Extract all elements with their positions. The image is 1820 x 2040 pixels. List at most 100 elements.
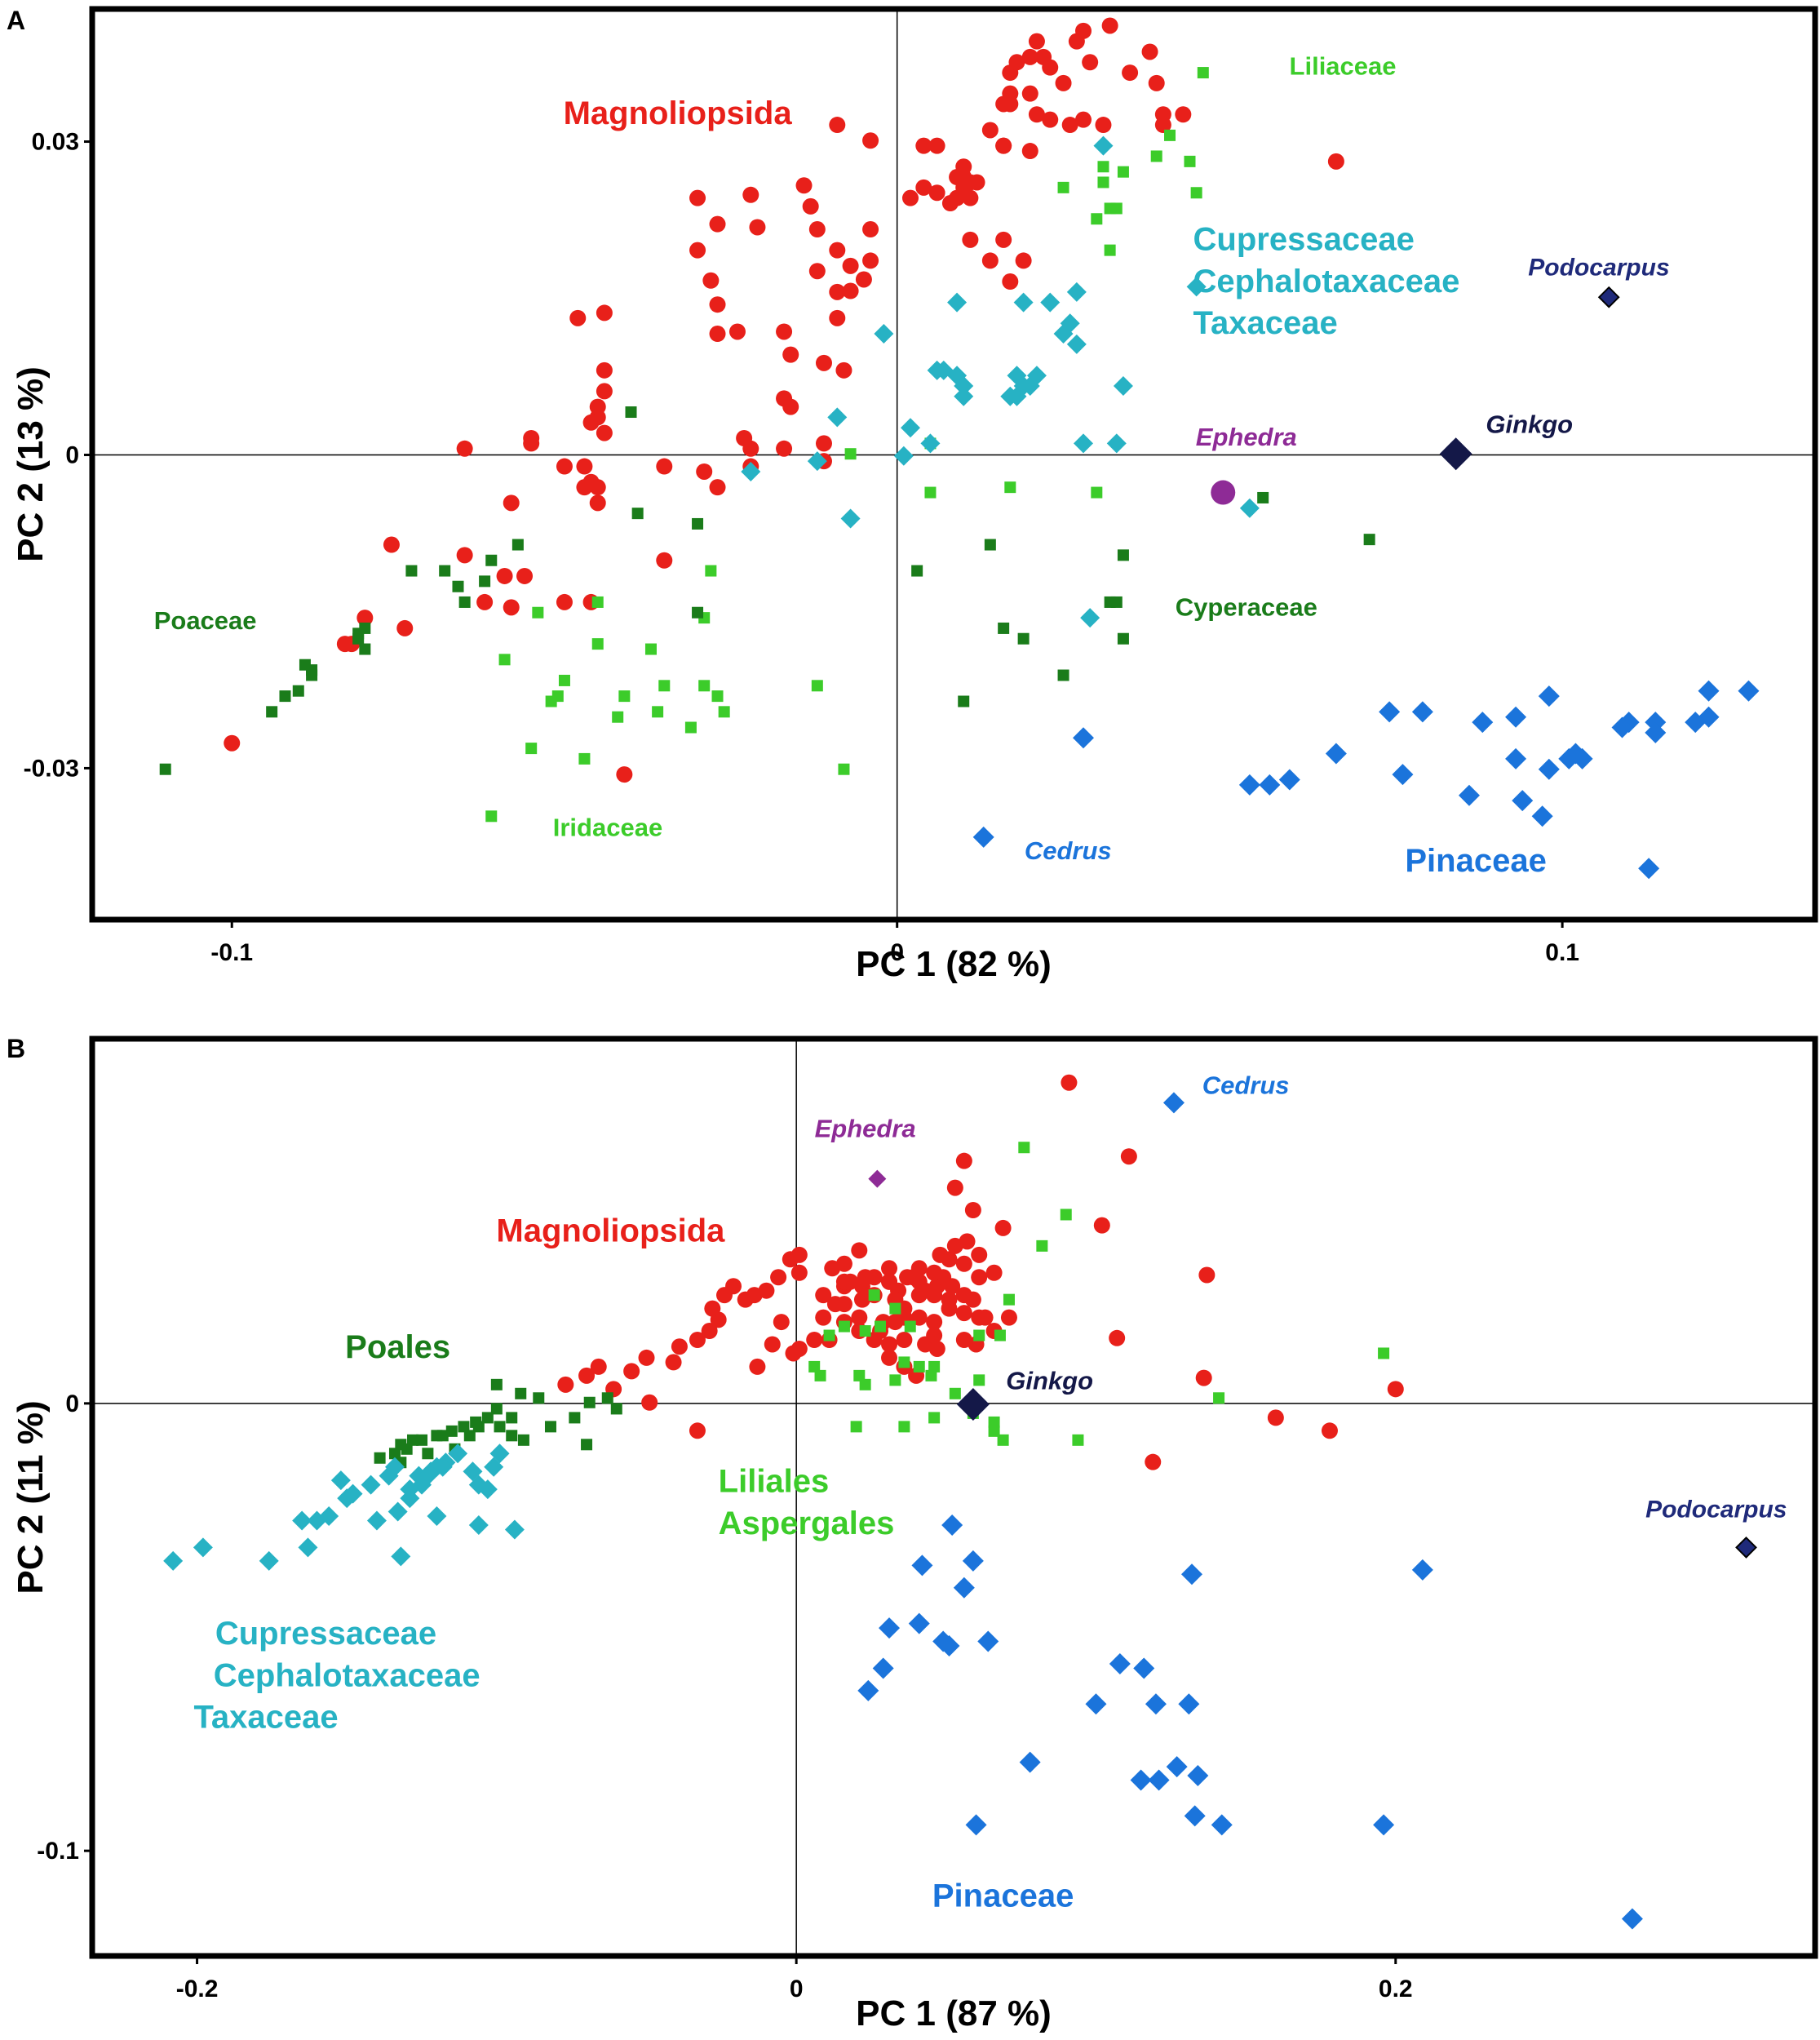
- panel-b-data-point: [400, 1479, 420, 1500]
- panel-b-data-point: [1195, 1369, 1212, 1386]
- panel-b-x-axis-title: PC 1 (87 %): [856, 1993, 1052, 2033]
- panel-a-data-point: [589, 494, 606, 512]
- panel-a-data-point: [1197, 67, 1209, 79]
- panel-a-data-point: [862, 132, 879, 149]
- panel-b-data-point: [835, 1273, 852, 1290]
- panel-a-data-point: [1597, 286, 1620, 308]
- panel-b-group-label-poales: Poales: [345, 1329, 450, 1365]
- panel-b-data-point: [1321, 1422, 1338, 1439]
- panel-a-data-point: [1439, 437, 1472, 471]
- panel-a-data-point: [1095, 117, 1112, 134]
- panel-a-data-point: [924, 486, 937, 499]
- panel-b-data-point: [1060, 1208, 1072, 1221]
- panel-b-data-point: [928, 1412, 941, 1424]
- panel-a-data-point: [1066, 282, 1087, 302]
- panel-a-data-point: [1638, 858, 1660, 880]
- panel-b-data-point: [977, 1630, 999, 1652]
- panel-a-data-point: [656, 552, 673, 569]
- panel-b-data-point: [994, 1219, 1012, 1236]
- panel-b-group-label-magnoliopsida: Magnoliopsida: [496, 1213, 725, 1248]
- panel-a-data-point: [702, 272, 720, 289]
- panel-b-data-point: [868, 1169, 887, 1188]
- panel-a-data-point: [776, 440, 793, 457]
- panel-a-data-point: [829, 309, 846, 326]
- panel-b-data-point: [749, 1358, 766, 1375]
- panel-a-data-point: [1015, 252, 1032, 269]
- panel-b-series-podocarpus: [1735, 1536, 1757, 1559]
- panel-a-data-point: [1075, 111, 1092, 128]
- panel-a-data-point: [1028, 33, 1045, 50]
- panel-a-data-point: [383, 536, 400, 553]
- panel-a-data-point: [485, 810, 498, 823]
- panel-a-data-point: [532, 606, 544, 619]
- panel-a-data-point: [1008, 54, 1025, 71]
- panel-b-data-point: [973, 1329, 985, 1342]
- panel-a-data-point: [1327, 153, 1344, 170]
- panel-b-data-point: [395, 1439, 407, 1451]
- panel-b-data-point: [1148, 1769, 1170, 1791]
- panel-b-data-point: [1378, 1347, 1390, 1359]
- panel-a-data-point: [1060, 313, 1080, 334]
- panel-a-series-cupressaceae-cephalotaxaceae-taxaceae: [741, 135, 1260, 628]
- panel-b-data-point: [806, 1332, 823, 1349]
- panel-a-data-point: [838, 763, 850, 775]
- panel-a-data-point: [596, 424, 613, 441]
- panel-b-data-point: [1120, 1148, 1137, 1165]
- panel-b-data-point: [1187, 1765, 1209, 1787]
- panel-a-series-liliaceae-iridaceae: [485, 67, 1209, 823]
- panel-a-group-label-pinaceae: Pinaceae: [1405, 843, 1546, 879]
- panel-a-data-point: [962, 174, 979, 191]
- panel-a-data-point: [1026, 366, 1047, 386]
- panel-a-data-point: [1458, 784, 1480, 806]
- panel-b-plot-frame: [89, 1036, 1818, 1959]
- panel-a-data-point: [808, 221, 826, 238]
- panel-a-data-point: [266, 706, 278, 718]
- panel-a-data-point: [1097, 176, 1109, 188]
- panel-b-data-point: [1145, 1693, 1167, 1715]
- panel-b-data-point: [1109, 1652, 1131, 1674]
- panel-b-data-point: [689, 1422, 706, 1439]
- panel-b-data-point: [941, 1514, 963, 1536]
- panel-a-data-point: [815, 435, 832, 452]
- panel-b-data-point: [1072, 1434, 1084, 1446]
- panel-a-data-point: [709, 326, 726, 343]
- panel-a-data-point: [612, 711, 624, 723]
- panel-b-data-point: [1211, 1814, 1233, 1836]
- panel-b-x-tick-label: 0: [790, 1976, 804, 2002]
- panel-a-data-point: [405, 565, 418, 577]
- panel-b-data-point: [490, 1403, 503, 1415]
- panel-b-data-point: [910, 1260, 928, 1277]
- panel-b-data-point: [815, 1309, 832, 1326]
- panel-b-data-point: [896, 1332, 913, 1349]
- panel-b-series-ginkgo: [956, 1387, 990, 1421]
- panel-a-data-point: [498, 654, 511, 666]
- panel-b-data-point: [925, 1369, 937, 1381]
- panel-b-data-point: [1213, 1392, 1225, 1404]
- panel-a-data-point: [352, 628, 365, 640]
- panel-b-data-point: [881, 1336, 898, 1353]
- panel-b-group-label-cephalotaxaceae: Cephalotaxaceae: [214, 1657, 480, 1693]
- panel-a-data-point: [1004, 481, 1016, 494]
- panel-b-data-point: [910, 1287, 928, 1304]
- panel-b-data-point: [1411, 1559, 1433, 1581]
- panel-b-data-point: [879, 1617, 901, 1639]
- panel-a-data-point: [995, 137, 1012, 154]
- panel-a-data-point: [802, 197, 819, 215]
- panel-b-data-point: [808, 1360, 821, 1373]
- panel-a-data-point: [306, 669, 318, 681]
- panel-b-data-point: [432, 1457, 453, 1477]
- panel-a-data-point: [1091, 486, 1103, 499]
- panel-a-data-point: [396, 619, 414, 636]
- panel-a-data-point: [1117, 166, 1129, 178]
- panel-a-data-point: [525, 743, 538, 755]
- panel-a-y-tick-label: -0.03: [24, 755, 79, 782]
- panel-a-data-point: [1110, 202, 1123, 215]
- panel-a-data-point: [984, 539, 996, 551]
- panel-a-group-label-cyperaceae: Cyperaceae: [1176, 593, 1317, 622]
- panel-b-data-point: [388, 1448, 401, 1460]
- panel-b-data-point: [581, 1439, 593, 1451]
- panel-a-data-point: [503, 494, 520, 512]
- panel-b-data-point: [838, 1320, 850, 1333]
- panel-b-data-point: [610, 1403, 622, 1415]
- panel-b-data-point: [928, 1340, 945, 1357]
